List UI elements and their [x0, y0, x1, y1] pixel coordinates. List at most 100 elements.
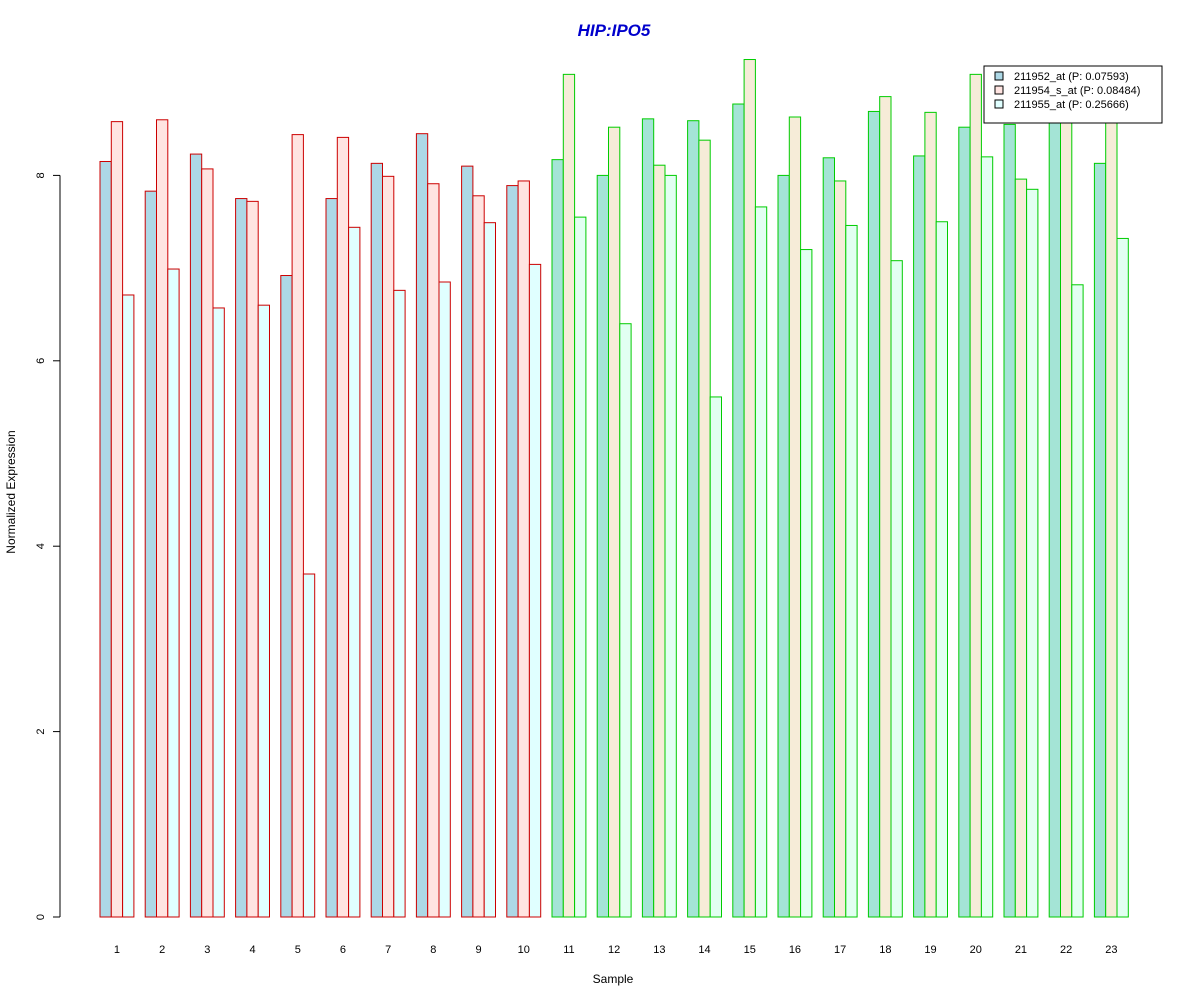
bar-sample-7-series-3: [393, 289, 406, 918]
bar-sample-17-series-3: [845, 224, 858, 918]
legend-box: [983, 65, 1163, 124]
bar-sample-14-series-2: [698, 139, 711, 918]
x-tick-label: 15: [744, 944, 756, 956]
bar-sample-14-series-3: [709, 396, 723, 918]
bar-sample-10-series-2: [517, 180, 530, 918]
bar-sample-3-series-2: [201, 168, 214, 918]
legend-swatch-3: [994, 99, 1004, 109]
bar-sample-2-series-3: [167, 268, 180, 918]
bar-sample-15-series-1: [732, 103, 745, 918]
x-tick-label: 6: [340, 944, 346, 956]
x-tick-label: 20: [970, 944, 982, 956]
x-axis-label: Sample: [593, 972, 634, 986]
bar-sample-1-series-3: [122, 294, 135, 918]
bar-sample-3-series-1: [189, 153, 203, 918]
bar-sample-11-series-2: [562, 73, 576, 918]
x-tick-label: 17: [834, 944, 846, 956]
bar-sample-19-series-3: [935, 221, 949, 918]
x-tick-label: 18: [879, 944, 891, 956]
x-tick-label: 1: [114, 944, 120, 956]
bar-sample-22-series-1: [1048, 120, 1061, 918]
bar-sample-9-series-3: [483, 222, 497, 918]
bar-sample-21-series-3: [1026, 188, 1039, 918]
bar-sample-10-series-3: [528, 263, 542, 918]
bar-sample-9-series-1: [461, 165, 474, 918]
bar-sample-5-series-3: [302, 573, 316, 918]
x-tick-label: 8: [430, 944, 436, 956]
bar-sample-17-series-2: [834, 180, 847, 918]
bar-sample-16-series-1: [777, 174, 790, 918]
y-tick-label: 4: [35, 543, 47, 549]
x-tick-label: 5: [295, 944, 301, 956]
bar-sample-19-series-2: [924, 111, 937, 918]
bar-sample-20-series-2: [969, 73, 982, 918]
bar-sample-12-series-3: [619, 323, 632, 918]
x-tick-label: 3: [204, 944, 210, 956]
bar-sample-9-series-2: [472, 195, 485, 918]
x-tick-labels: 1 2 3 4 5 6 7 8 9 10 11 12 13 14 15 16 17 18 19 20 21 22 23: [114, 944, 1118, 956]
bar-sample-2-series-2: [156, 119, 169, 918]
bar-sample-18-series-2: [879, 96, 892, 918]
bar-sample-5-series-1: [280, 275, 293, 918]
chart-title: HIP:IPO5: [578, 21, 651, 40]
bar-sample-23-series-3: [1116, 237, 1129, 918]
x-tick-label: 2: [159, 944, 165, 956]
x-tick-label: 11: [563, 944, 574, 956]
bar-sample-7-series-2: [382, 175, 395, 918]
bar-sample-4-series-1: [235, 198, 248, 918]
x-tick-label: 7: [385, 944, 391, 956]
bar-sample-1-series-1: [99, 160, 112, 918]
x-tick-label: 4: [249, 944, 255, 956]
x-tick-label: 16: [789, 944, 801, 956]
bar-sample-2-series-1: [144, 190, 157, 918]
bar-sample-17-series-1: [822, 157, 836, 918]
bar-sample-12-series-2: [608, 126, 621, 918]
x-tick-label: 23: [1105, 944, 1117, 956]
bar-sample-23-series-2: [1105, 119, 1118, 918]
bar-sample-21-series-1: [1003, 123, 1016, 918]
bar-sample-11-series-1: [551, 159, 564, 918]
bar-sample-22-series-2: [1060, 117, 1073, 918]
legend-entry-1: 211952_at (P: 0.07593): [1014, 71, 1129, 83]
y-axis: 0 2 4 6 8: [35, 172, 61, 920]
bar-sample-18-series-1: [867, 110, 881, 918]
bar-sample-20-series-1: [958, 126, 971, 918]
x-tick-label: 9: [475, 944, 481, 956]
bar-sample-5-series-2: [291, 134, 304, 918]
legend-entry-3: 211955_at (P: 0.25666): [1014, 99, 1129, 111]
bar-sample-4-series-3: [257, 304, 271, 918]
bar-sample-16-series-2: [788, 116, 802, 918]
y-tick-label: 2: [35, 729, 47, 735]
bar-sample-21-series-2: [1014, 178, 1028, 918]
x-tick-label: 12: [608, 944, 620, 956]
bar-sample-14-series-1: [687, 120, 700, 918]
bars: [99, 59, 1129, 918]
bar-sample-6-series-1: [325, 198, 338, 918]
bar-sample-13-series-1: [641, 118, 655, 918]
bar-sample-8-series-2: [427, 183, 440, 918]
bar-sample-1-series-2: [110, 121, 124, 918]
bar-sample-4-series-2: [246, 200, 259, 918]
bar-sample-6-series-2: [336, 136, 350, 918]
y-axis-label: Normalized Expression: [4, 430, 18, 553]
bar-sample-3-series-3: [212, 307, 225, 918]
bar-sample-8-series-3: [438, 281, 451, 918]
bar-sample-19-series-1: [913, 155, 926, 918]
bar-sample-6-series-3: [348, 226, 361, 918]
bar-sample-11-series-3: [574, 216, 587, 918]
bar-sample-15-series-3: [754, 206, 768, 918]
bar-sample-10-series-1: [506, 185, 519, 918]
bar-sample-7-series-1: [370, 162, 384, 918]
bar-sample-22-series-3: [1071, 284, 1084, 918]
x-tick-label: 13: [653, 944, 665, 956]
y-tick-label: 6: [35, 358, 47, 364]
bar-sample-23-series-1: [1093, 162, 1107, 918]
bar-sample-13-series-3: [664, 174, 677, 918]
legend-entry-2: 211954_s_at (P: 0.08484): [1014, 85, 1140, 97]
y-tick-label: 8: [35, 172, 47, 178]
bar-sample-18-series-3: [890, 260, 903, 918]
bar-sample-12-series-1: [596, 174, 610, 918]
bar-sample-8-series-1: [415, 133, 429, 918]
x-tick-label: 19: [924, 944, 936, 956]
